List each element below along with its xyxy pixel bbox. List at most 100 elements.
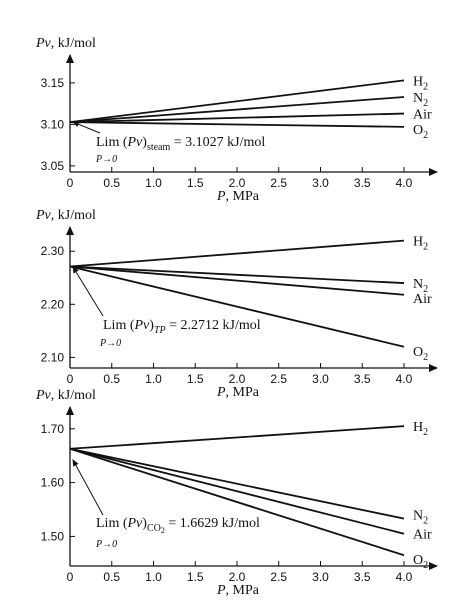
x-axis-title-var: P bbox=[216, 189, 226, 204]
limit-annotation: Lim (Pv)TP = 2.2712 kJ/mol bbox=[103, 318, 261, 336]
annotation-subscript: steam bbox=[147, 142, 171, 153]
series-label-subscript: 2 bbox=[423, 352, 428, 363]
y-axis-title: Pv, kJ/mol bbox=[35, 208, 96, 223]
x-axis-title-unit: , MPa bbox=[226, 583, 260, 598]
annotation-suffix: ) bbox=[142, 135, 147, 150]
y-tick-label: 1.70 bbox=[41, 422, 65, 436]
annotation-arrow bbox=[72, 459, 104, 516]
series-line-n2 bbox=[69, 96, 405, 124]
x-tick-label: 3.5 bbox=[354, 372, 371, 386]
series-label-subscript: 2 bbox=[423, 560, 428, 571]
series-label-n2: N2 bbox=[413, 91, 428, 109]
y-tick-label: 3.05 bbox=[41, 159, 65, 173]
series-label-subscript: 2 bbox=[423, 284, 428, 295]
x-axis-title-var: P bbox=[216, 385, 226, 400]
x-tick-label: 4.0 bbox=[396, 570, 413, 584]
x-tick-label: 1.0 bbox=[145, 570, 162, 584]
x-tick-label: 2.5 bbox=[270, 570, 287, 584]
x-tick-label: 0.5 bbox=[103, 176, 120, 190]
y-axis-title-var: Pv bbox=[35, 388, 52, 403]
limit-condition: P→0 bbox=[99, 338, 121, 349]
series-label-n2: N2 bbox=[413, 509, 428, 527]
limit-condition: P→0 bbox=[95, 539, 117, 550]
annotation-arrow bbox=[72, 266, 104, 317]
x-tick-label: 1.5 bbox=[187, 372, 204, 386]
x-axis-title: P, MPa bbox=[216, 189, 260, 204]
x-tick-label: 2.5 bbox=[270, 372, 287, 386]
annotation-prefix: Lim ( bbox=[96, 516, 128, 531]
series-line-o2 bbox=[69, 447, 405, 557]
y-axis-title-unit: , kJ/mol bbox=[51, 36, 96, 51]
y-tick-label: 2.20 bbox=[41, 297, 65, 311]
series-line-n2 bbox=[69, 265, 405, 284]
series-label-subscript: 2 bbox=[423, 427, 428, 438]
series-label-base: O bbox=[413, 123, 423, 138]
series-label-subscript: 2 bbox=[423, 98, 428, 109]
annotation-suffix: ) bbox=[142, 516, 147, 531]
x-tick-label: 3.0 bbox=[312, 570, 329, 584]
y-axis-title-var: Pv bbox=[35, 36, 52, 51]
y-tick-label: 1.60 bbox=[41, 476, 65, 490]
series-label-base: H bbox=[413, 235, 423, 250]
series-label-base: N bbox=[413, 91, 423, 106]
series-label-air: Air bbox=[413, 292, 432, 307]
series-label-subscript: 2 bbox=[423, 242, 428, 253]
x-tick-label: 0 bbox=[67, 176, 74, 190]
annotation-value: = 2.2712 kJ/mol bbox=[166, 318, 261, 333]
x-tick-label: 3.5 bbox=[354, 570, 371, 584]
series-label-subscript: 2 bbox=[423, 81, 428, 92]
y-axis-title-unit: , kJ/mol bbox=[51, 388, 96, 403]
y-tick-label: 1.50 bbox=[41, 529, 65, 543]
annotation-subscript: CO bbox=[147, 523, 161, 534]
x-tick-label: 3.0 bbox=[312, 176, 329, 190]
series-label-air: Air bbox=[413, 528, 432, 543]
x-tick-label: 4.0 bbox=[396, 372, 413, 386]
limit-annotation: Lim (Pv)CO2 = 1.6629 kJ/mol bbox=[96, 516, 260, 535]
x-axis-title: P, MPa bbox=[216, 385, 260, 400]
annotation-subscript-digit: 2 bbox=[161, 526, 165, 535]
x-tick-label: 0.5 bbox=[103, 372, 120, 386]
x-tick-label: 2.0 bbox=[229, 570, 246, 584]
series-line-air bbox=[69, 112, 405, 124]
series-label-base: O bbox=[413, 345, 423, 360]
x-axis-title: P, MPa bbox=[216, 583, 260, 598]
x-tick-label: 1.0 bbox=[145, 372, 162, 386]
y-tick-label: 2.10 bbox=[41, 350, 65, 364]
series-line-o2 bbox=[69, 121, 405, 128]
series-label-o2: O2 bbox=[413, 345, 428, 363]
limit-annotation: Lim (Pv)steam = 3.1027 kJ/mol bbox=[96, 135, 265, 153]
series-label-subscript: 2 bbox=[423, 516, 428, 527]
y-axis-title: Pv, kJ/mol bbox=[35, 388, 96, 403]
x-tick-label: 1.5 bbox=[187, 176, 204, 190]
x-tick-label: 2.0 bbox=[229, 372, 246, 386]
annotation-subscript: TP bbox=[154, 325, 166, 336]
series-label-base: O bbox=[413, 553, 423, 568]
series-label-h2: H2 bbox=[413, 74, 428, 92]
y-axis-title-var: Pv bbox=[35, 208, 52, 223]
series-label-o2: O2 bbox=[413, 123, 428, 141]
x-tick-label: 2.0 bbox=[229, 176, 246, 190]
annotation-suffix: ) bbox=[149, 318, 154, 333]
x-axis-title-unit: , MPa bbox=[226, 189, 260, 204]
annotation-pv: Pv bbox=[127, 135, 144, 150]
series-line-air bbox=[69, 447, 405, 535]
y-tick-label: 3.10 bbox=[41, 117, 65, 131]
x-tick-label: 2.5 bbox=[270, 176, 287, 190]
annotation-pv: Pv bbox=[134, 318, 151, 333]
x-tick-label: 0 bbox=[67, 372, 74, 386]
y-tick-label: 2.30 bbox=[41, 244, 65, 258]
series-line-h2 bbox=[69, 425, 405, 450]
limit-condition: P→0 bbox=[95, 154, 117, 165]
annotation-prefix: Lim ( bbox=[96, 135, 128, 150]
series-label-h2: H2 bbox=[413, 420, 428, 438]
x-axis-title-unit: , MPa bbox=[226, 385, 260, 400]
series-label-h2: H2 bbox=[413, 235, 428, 253]
y-axis-title-unit: , kJ/mol bbox=[51, 208, 96, 223]
x-tick-label: 0.5 bbox=[103, 570, 120, 584]
series-line-air bbox=[69, 265, 405, 296]
series-line-n2 bbox=[69, 447, 405, 520]
annotation-arrow bbox=[72, 121, 101, 134]
